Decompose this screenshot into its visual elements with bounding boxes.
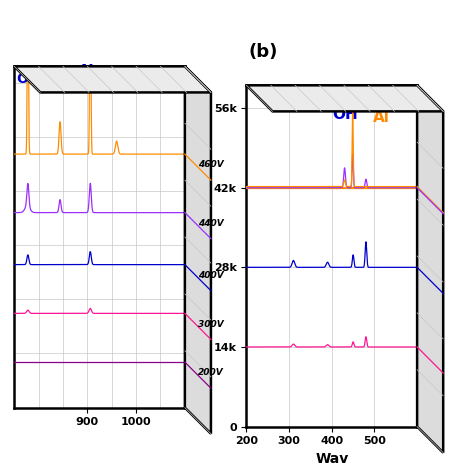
X-axis label: Wav: Wav — [315, 452, 348, 466]
Text: OH: OH — [16, 72, 40, 86]
Text: 440V: 440V — [198, 219, 224, 228]
Text: Na: Na — [362, 84, 385, 100]
Text: 400V: 400V — [198, 271, 224, 280]
Text: Na: Na — [81, 64, 104, 79]
Y-axis label: Intensity(a.u.): Intensity(a.u.) — [200, 206, 212, 306]
Text: Al: Al — [373, 110, 390, 125]
Text: 200V: 200V — [198, 368, 224, 377]
Text: O: O — [112, 75, 124, 89]
Text: OH: OH — [333, 107, 358, 122]
Text: O: O — [55, 75, 67, 89]
Text: (b): (b) — [249, 43, 278, 61]
Text: 460V: 460V — [198, 160, 224, 169]
Text: 300V: 300V — [198, 319, 224, 328]
